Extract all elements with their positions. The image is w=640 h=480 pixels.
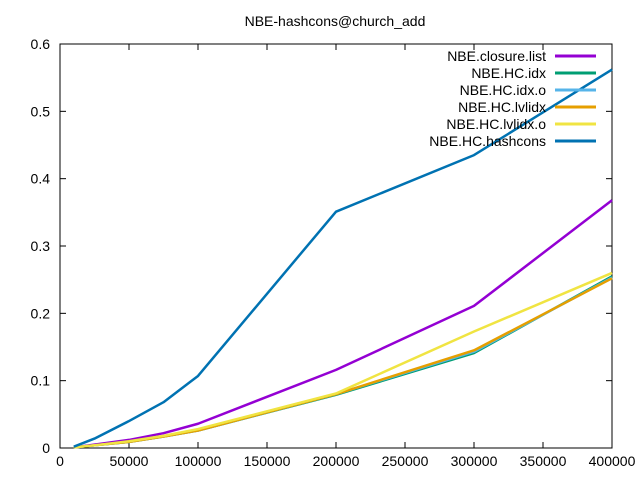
legend-label: NBE.HC.hashcons [429, 133, 546, 149]
x-tick-label: 350000 [520, 453, 567, 469]
series-line-nbe-closure-list [73, 199, 613, 449]
x-tick-label: 250000 [382, 453, 429, 469]
x-tick-label: 50000 [110, 453, 149, 469]
x-tick-label: 150000 [244, 453, 291, 469]
y-tick-label: 0.1 [31, 373, 51, 389]
chart-title: NBE-hashcons@church_add [245, 13, 426, 29]
series-line-nbe-hc-lvlidx-o [73, 271, 613, 449]
legend-label: NBE.HC.lvlidx [458, 99, 546, 115]
axes: 0 50000 100000 150000 200000 250000 300000 3500… [31, 36, 636, 469]
legend: NBE.closure.listNBE.HC.idxNBE.HC.idx.oNB… [429, 48, 596, 149]
legend-label: NBE.HC.lvlidx.o [446, 116, 546, 132]
y-tick-label: 0.2 [31, 305, 51, 321]
x-tick-label: 300000 [451, 453, 498, 469]
y-tick-label: 0.6 [31, 36, 51, 52]
y-tick-label: 0.4 [31, 171, 51, 187]
y-tick-label: 0 [42, 440, 50, 456]
legend-label: NBE.HC.idx.o [460, 82, 547, 98]
legend-label: NBE.HC.idx [471, 65, 546, 81]
legend-label: NBE.closure.list [447, 48, 546, 64]
y-tick-label: 0.3 [31, 238, 51, 254]
x-tick-label: 100000 [175, 453, 222, 469]
x-tick-label: 0 [56, 453, 64, 469]
x-tick-label: 200000 [313, 453, 360, 469]
series-line-nbe-hc-idx-o [73, 276, 613, 449]
series-line-nbe-hc-idx [73, 275, 613, 449]
series-line-nbe-hc-lvlidx [73, 277, 613, 449]
series-line-nbe-hc-hashcons [73, 68, 613, 448]
series-layer [73, 68, 613, 449]
y-tick-label: 0.5 [31, 103, 51, 119]
x-tick-label: 400000 [589, 453, 636, 469]
